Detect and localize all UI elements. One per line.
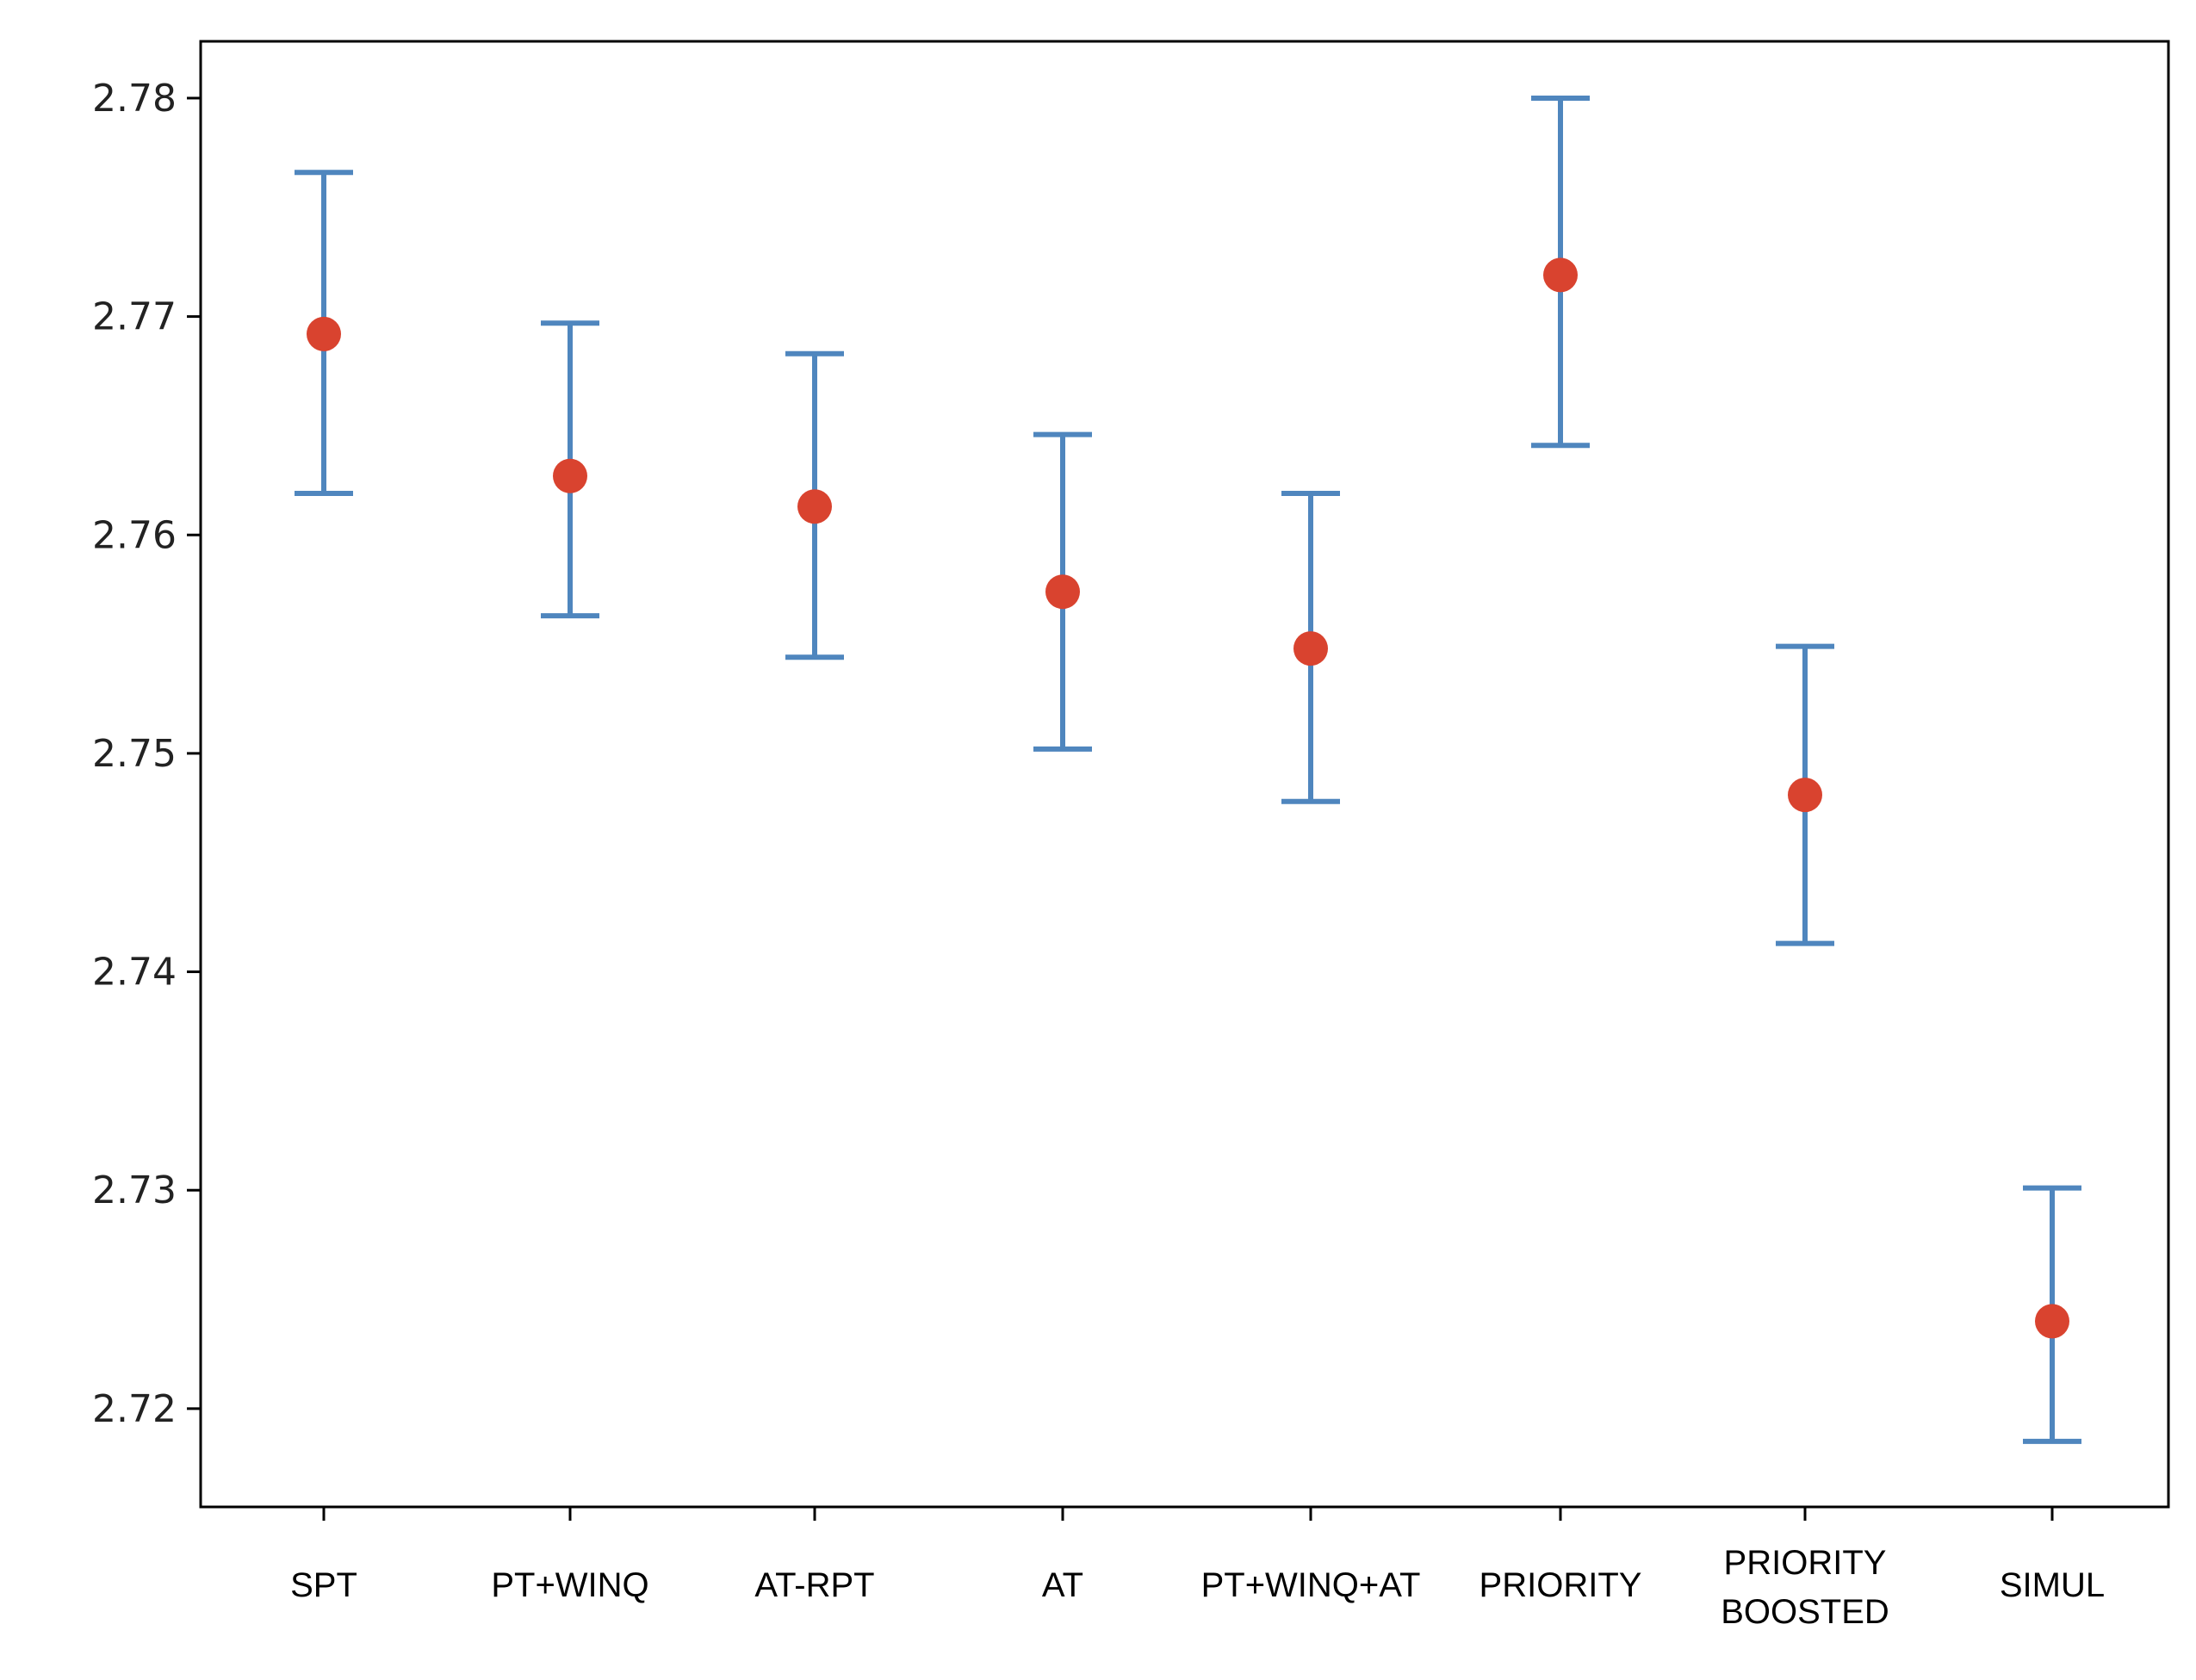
- y-tick-label: 2.77: [92, 295, 177, 339]
- mean-point: [797, 489, 832, 524]
- x-tick-label-line: SIMUL: [2000, 1566, 2105, 1604]
- x-tick-label-line: SPT: [290, 1566, 357, 1604]
- mean-point: [553, 458, 587, 493]
- x-tick-label: SIMUL: [2000, 1566, 2105, 1604]
- x-tick-label: AT-RPT: [754, 1566, 874, 1604]
- x-tick-label-line: AT: [1042, 1566, 1083, 1604]
- mean-point: [1788, 778, 1822, 813]
- x-tick-label-line: PRIORITY: [1724, 1544, 1887, 1582]
- y-tick-label: 2.78: [92, 77, 177, 121]
- x-tick-label-line: PT+WINQ+AT: [1201, 1566, 1421, 1604]
- y-tick-label: 2.74: [92, 951, 177, 995]
- mean-point: [307, 316, 341, 351]
- mean-point: [1293, 631, 1328, 666]
- mean-points: [307, 257, 2069, 1339]
- mean-point: [1045, 574, 1080, 610]
- mean-point: [1543, 257, 1578, 293]
- x-tick-label: PT+WINQ: [491, 1566, 648, 1604]
- x-tick-label-line: PT+WINQ: [491, 1566, 648, 1604]
- y-tick-label: 2.72: [92, 1387, 177, 1431]
- x-tick-label-line: PRIORITY: [1480, 1566, 1642, 1604]
- x-tick-label: PRIORITY: [1480, 1566, 1642, 1604]
- x-tick-label: SPT: [290, 1566, 357, 1604]
- plot-frame: [199, 40, 2170, 1509]
- y-tick-label: 2.73: [92, 1169, 177, 1212]
- x-tick-label-line: BOOSTED: [1721, 1593, 1889, 1631]
- y-tick-label: 2.75: [92, 732, 177, 776]
- mean-point: [2035, 1304, 2069, 1339]
- x-axis-ticks: SPT PT+WINQ AT-RPT AT PT+WINQ+AT PRIORITYPRIO…: [290, 1507, 2105, 1631]
- x-tick-label-line: AT-RPT: [754, 1566, 874, 1604]
- x-tick-label: AT: [1042, 1566, 1083, 1604]
- y-axis-ticks: 2.72 2.73 2.74 2.75 2.76 2.77 2.78: [92, 77, 201, 1431]
- x-tick-label: PT+WINQ+AT: [1201, 1566, 1421, 1604]
- y-tick-label: 2.76: [92, 513, 177, 557]
- x-tick-label: PRIORITY BOOSTED: [1721, 1544, 1889, 1631]
